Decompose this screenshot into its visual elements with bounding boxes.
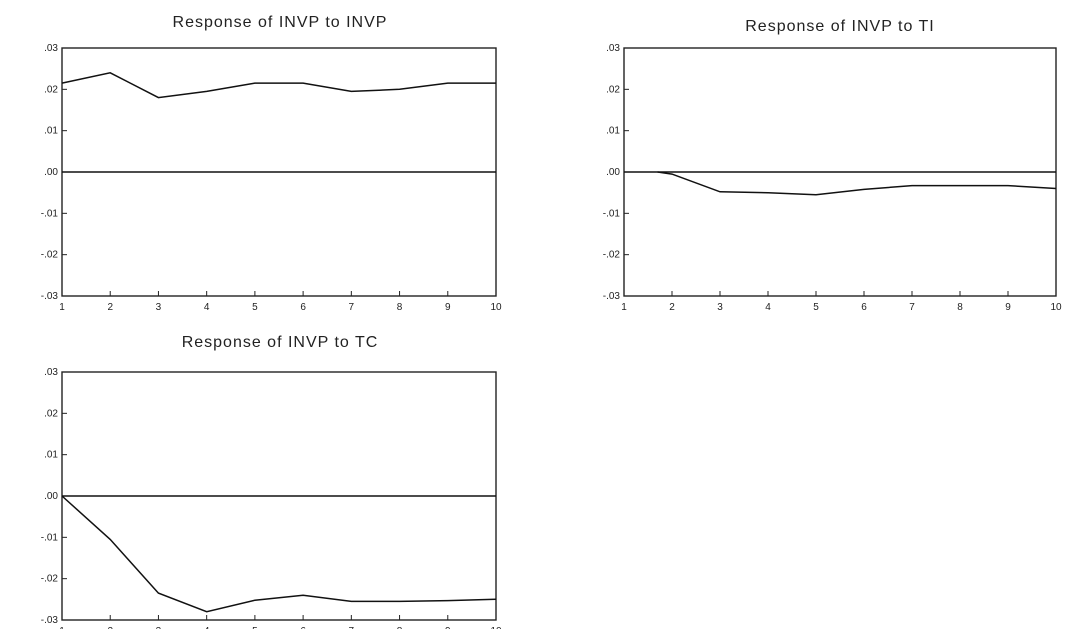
y-tick-label: -.01 bbox=[41, 208, 59, 219]
x-tick-label: 6 bbox=[861, 302, 867, 313]
x-tick-label: 10 bbox=[490, 626, 502, 629]
x-tick-label: 1 bbox=[621, 302, 627, 313]
x-tick-label: 3 bbox=[156, 626, 162, 629]
series-line bbox=[61, 72, 496, 99]
x-tick-label: 5 bbox=[252, 626, 258, 629]
y-tick-label: .02 bbox=[44, 408, 58, 419]
x-tick-label: 2 bbox=[107, 302, 113, 313]
y-tick-label: -.02 bbox=[603, 250, 621, 261]
y-tick-label: .00 bbox=[44, 491, 58, 502]
x-tick-label: 2 bbox=[107, 626, 113, 629]
x-tick-label: 9 bbox=[445, 302, 451, 313]
y-tick-label: -.01 bbox=[603, 208, 621, 219]
x-tick-label: 4 bbox=[765, 302, 771, 313]
y-tick-label: -.03 bbox=[603, 291, 621, 302]
x-tick-label: 5 bbox=[813, 302, 819, 313]
series-line bbox=[61, 495, 497, 613]
y-tick-label: .03 bbox=[606, 43, 620, 54]
x-tick-label: 6 bbox=[300, 302, 306, 313]
chart-title: Response of INVP to TC bbox=[181, 334, 379, 351]
y-tick-label: .01 bbox=[44, 450, 58, 461]
x-tick-label: 8 bbox=[397, 302, 403, 313]
y-tick-label: -.02 bbox=[41, 574, 59, 585]
chart-title: Response of INVP to INVP bbox=[172, 14, 388, 31]
y-tick-label: -.01 bbox=[41, 532, 59, 543]
x-tick-label: 9 bbox=[445, 626, 451, 629]
x-tick-label: 10 bbox=[1050, 302, 1062, 313]
x-tick-label: 6 bbox=[300, 626, 306, 629]
chart-panel-invp-to-ti: Response of INVP to TI .03 .02 .01 .00 -.01 -… bbox=[560, 0, 1067, 320]
y-tick-label: .00 bbox=[606, 167, 620, 178]
chart-plot-invp-to-invp: .03 .02 .01 .00 -.01 -.02 -.031 2 3 4 5 6 7 8 9 10 bbox=[41, 43, 502, 313]
x-tick-label: 10 bbox=[490, 302, 502, 313]
x-tick-label: 9 bbox=[1005, 302, 1011, 313]
x-tick-label: 4 bbox=[204, 302, 210, 313]
x-tick-label: 2 bbox=[669, 302, 675, 313]
y-tick-label: -.02 bbox=[41, 250, 59, 261]
y-tick-label: -.03 bbox=[41, 615, 59, 626]
chart-panel-invp-to-tc: Response of INVP to TC .03 .02 .01 .00 -.01 -… bbox=[0, 320, 520, 629]
y-tick-label: .03 bbox=[44, 367, 58, 378]
x-tick-label: 8 bbox=[957, 302, 963, 313]
series-line bbox=[657, 171, 1057, 196]
y-tick-label: .00 bbox=[44, 167, 58, 178]
y-tick-label: -.03 bbox=[41, 291, 59, 302]
chart-panel-invp-to-invp: Response of INVP to INVP .03 .02 .01 .00 -.0… bbox=[0, 0, 520, 320]
chart-title: Response of INVP to TI bbox=[745, 18, 935, 35]
x-tick-label: 4 bbox=[204, 626, 210, 629]
chart-plot-invp-to-ti: .03 .02 .01 .00 -.01 -.02 -.031 2 3 4 5 6 7 8 9 10 bbox=[603, 43, 1062, 313]
x-tick-label: 8 bbox=[397, 626, 403, 629]
y-tick-label: .02 bbox=[606, 84, 620, 95]
y-tick-label: .01 bbox=[606, 126, 620, 137]
chart-plot-invp-to-tc: .03 .02 .01 .00 -.01 -.02 -.031 2 3 4 5 6 7 8 9 10 bbox=[41, 367, 502, 629]
x-tick-label: 1 bbox=[59, 626, 65, 629]
x-tick-label: 7 bbox=[909, 302, 915, 313]
x-tick-label: 3 bbox=[717, 302, 723, 313]
x-tick-label: 7 bbox=[349, 626, 355, 629]
y-tick-label: .01 bbox=[44, 126, 58, 137]
y-tick-label: .03 bbox=[44, 43, 58, 54]
y-tick-label: .02 bbox=[44, 84, 58, 95]
x-tick-label: 3 bbox=[156, 302, 162, 313]
x-tick-label: 1 bbox=[59, 302, 65, 313]
x-tick-label: 5 bbox=[252, 302, 258, 313]
x-tick-label: 7 bbox=[349, 302, 355, 313]
